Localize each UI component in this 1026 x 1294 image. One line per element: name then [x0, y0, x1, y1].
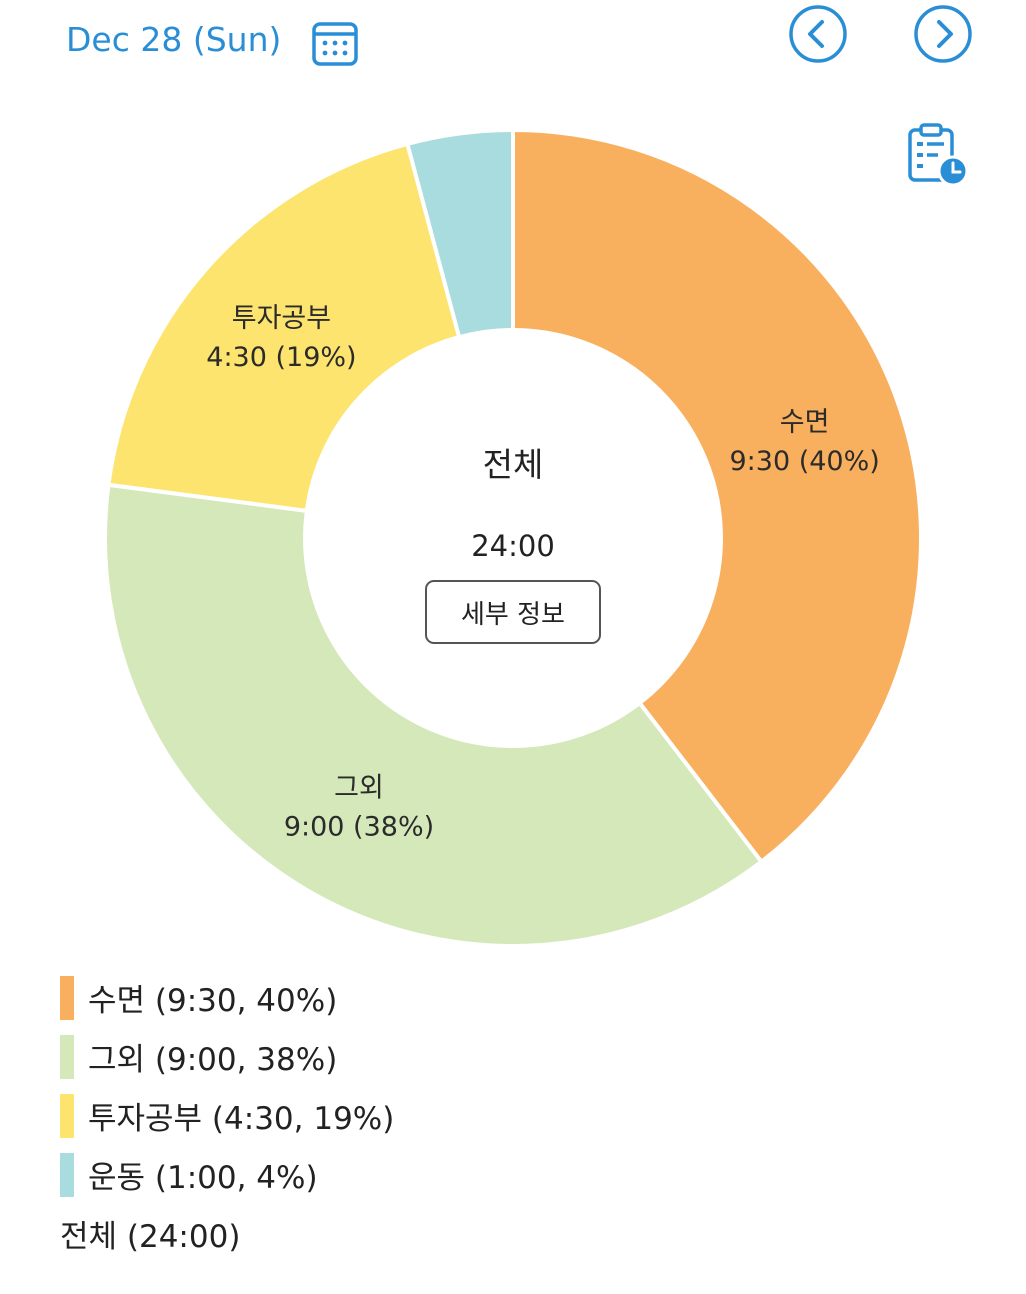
prev-day-button[interactable]	[788, 4, 848, 64]
legend-item-1: 그외 (9:00, 38%)	[60, 1027, 394, 1086]
legend-item-0: 수면 (9:30, 40%)	[60, 968, 394, 1027]
legend-total: 전체 (24:00)	[60, 1218, 241, 1255]
slice-1[interactable]	[103, 482, 765, 948]
legend-swatch-3	[60, 1152, 74, 1197]
legend-item-3: 운동 (1:00, 4%)	[60, 1145, 394, 1204]
center-total: 24:00	[471, 529, 555, 563]
legend-label-3: 운동 (1:00, 4%)	[88, 1160, 318, 1196]
slice-label-value-2: 4:30 (19%)	[206, 342, 356, 373]
legend-label-1: 그외 (9:00, 38%)	[88, 1042, 338, 1078]
slice-label-name-0: 수면	[780, 407, 830, 438]
slice-label-value-0: 9:30 (40%)	[730, 446, 880, 477]
legend-label-0: 수면 (9:30, 40%)	[88, 983, 338, 1019]
center-title: 전체	[483, 445, 544, 484]
slice-label-name-1: 그외	[334, 773, 384, 804]
legend-swatch-0	[60, 975, 74, 1020]
clipboard-clock-icon[interactable]	[904, 122, 970, 188]
slice-label-name-2: 투자공부	[232, 303, 331, 334]
legend-swatch-1	[60, 1034, 74, 1079]
slice-2[interactable]	[106, 141, 462, 514]
legend-label-2: 투자공부 (4:30, 19%)	[88, 1101, 395, 1137]
slice-label-value-1: 9:00 (38%)	[284, 812, 434, 843]
header: Dec 28 (Sun)	[0, 0, 1026, 90]
donut-chart: 수면 9:30 (40%) 그외 9:00 (38%) 투자공부 4:30 (19%) 전…	[103, 127, 923, 948]
calendar-icon[interactable]	[310, 18, 360, 68]
legend-item-2: 투자공부 (4:30, 19%)	[60, 1086, 394, 1145]
date-label[interactable]: Dec 28 (Sun)	[66, 20, 282, 59]
next-day-button[interactable]	[913, 4, 973, 64]
legend-swatch-2	[60, 1093, 74, 1138]
slice-3[interactable]	[404, 127, 515, 340]
legend: 수면 (9:30, 40%) 그외 (9:00, 38%) 투자공부 (4:30, …	[60, 968, 394, 1258]
slice-0[interactable]	[511, 127, 923, 865]
detail-button[interactable]: 세부 정보	[425, 580, 601, 644]
